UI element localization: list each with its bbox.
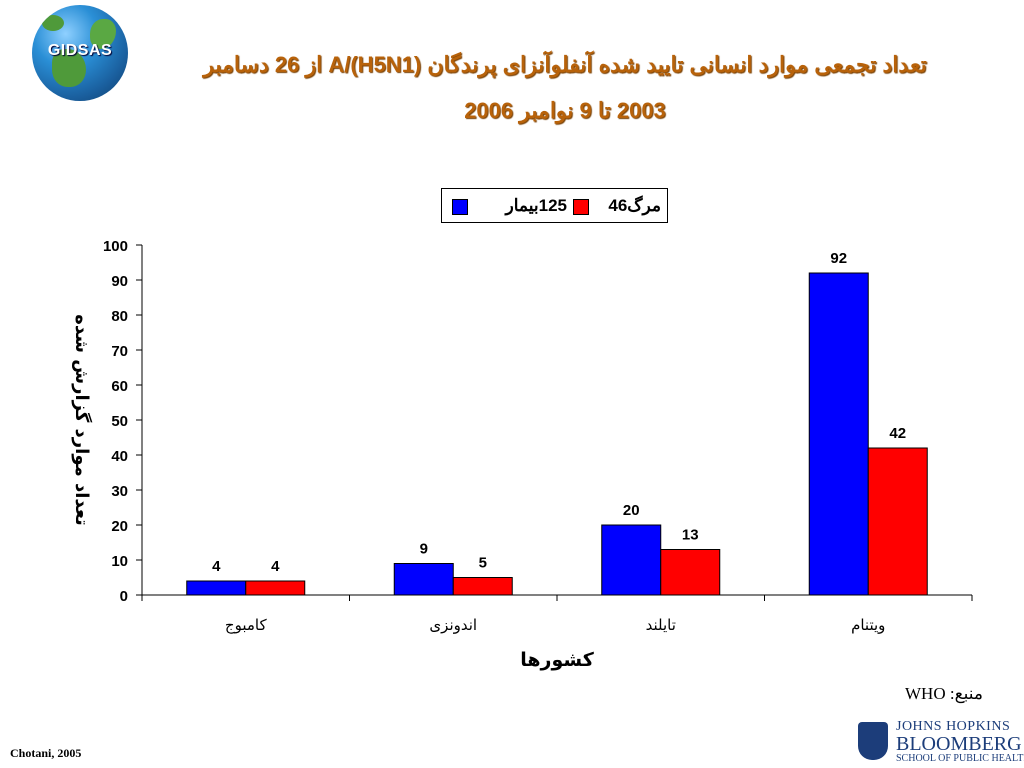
y-tick-label: 80 xyxy=(111,308,128,325)
y-tick-label: 40 xyxy=(111,448,128,465)
y-tick-label: 30 xyxy=(111,483,128,500)
legend-swatch-deaths xyxy=(573,199,589,215)
data-label: 4 xyxy=(212,558,221,575)
title-line-1: تعداد تجمعی موارد انسانی تایید شده آنفلو… xyxy=(203,52,927,77)
y-tick-label: 70 xyxy=(111,343,128,360)
legend-total-cases: 125 xyxy=(538,196,567,215)
chart-title: تعداد تجمعی موارد انسانی تایید شده آنفلو… xyxy=(150,42,980,134)
legend-name-deaths: مرگ xyxy=(627,196,661,215)
gidsas-logo: GIDSAS xyxy=(32,5,128,101)
affiliation-line-2: BLOOMBERG xyxy=(896,733,1022,755)
logo-text: GIDSAS xyxy=(47,42,113,59)
title-line-2: 2003 تا 9 نوامبر 2006 xyxy=(464,98,666,123)
x-axis-title: کشورها xyxy=(520,649,594,671)
data-label: 13 xyxy=(682,527,699,544)
y-tick-label: 100 xyxy=(103,238,128,255)
affiliation-line-3: SCHOOL OF PUBLIC HEALTH xyxy=(896,753,1024,764)
x-tick-label: اندونزی xyxy=(429,616,477,634)
data-label: 9 xyxy=(420,541,428,558)
bar-cases xyxy=(601,524,662,596)
data-label: 92 xyxy=(830,250,847,267)
legend-name-cases: بیمار xyxy=(505,196,539,215)
y-tick-label: 90 xyxy=(111,273,128,290)
y-tick-label: 20 xyxy=(111,518,128,535)
y-tick-label: 10 xyxy=(111,553,128,570)
legend-total-deaths: 46 xyxy=(608,196,628,215)
bar-deaths xyxy=(245,580,306,596)
bar-deaths xyxy=(660,549,721,596)
data-label: 42 xyxy=(889,425,906,442)
y-tick-label: 60 xyxy=(111,378,128,395)
data-label: 4 xyxy=(271,558,280,575)
y-tick-label: 50 xyxy=(111,413,128,430)
bar-cases xyxy=(393,563,454,596)
johns-hopkins-logo: JOHNS HOPKINS BLOOMBERG SCHOOL OF PUBLIC… xyxy=(858,718,1024,766)
bar-deaths xyxy=(867,447,928,596)
source-value: WHO xyxy=(905,684,946,703)
y-axis-title: تعداد موارد گزارش شده xyxy=(71,314,93,525)
legend-label-deaths: مرگ46 xyxy=(608,196,661,216)
x-tick-label: کامبوج xyxy=(225,616,268,635)
legend-swatch-cases xyxy=(452,199,468,215)
source-label: منبع: xyxy=(949,684,983,703)
data-label: 5 xyxy=(479,555,487,572)
data-label: 20 xyxy=(623,502,640,519)
bar-cases xyxy=(186,580,247,596)
affiliation-line-1: JOHNS HOPKINS xyxy=(896,719,1011,734)
footer-credit: Chotani, 2005 xyxy=(10,746,82,760)
x-tick-label: ویتنام xyxy=(851,616,885,634)
bar-cases xyxy=(808,272,869,596)
legend-label-cases: 125بیمار xyxy=(506,196,567,216)
bar-deaths xyxy=(452,577,513,596)
x-tick-label: تایلند xyxy=(646,616,676,634)
source-note: منبع: WHO xyxy=(905,684,983,704)
chart-legend: 125بیمار مرگ46 xyxy=(441,188,668,223)
y-tick-label: 0 xyxy=(120,588,128,605)
university-seal-icon xyxy=(858,722,888,760)
